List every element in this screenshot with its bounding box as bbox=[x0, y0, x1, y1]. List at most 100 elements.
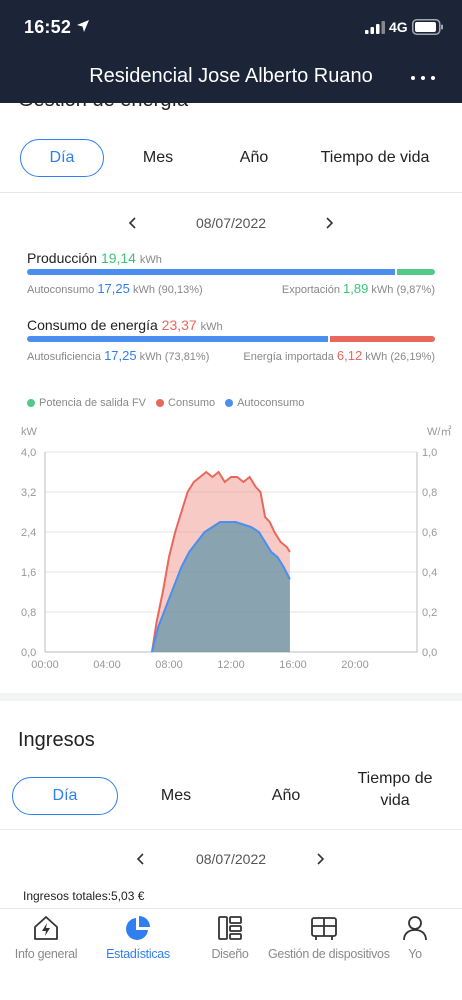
y2-tick-label: 1,0 bbox=[422, 447, 437, 459]
y-tick-label: 2,4 bbox=[21, 527, 36, 539]
bar-gap bbox=[328, 336, 331, 342]
income-tab-day[interactable]: Día bbox=[12, 777, 118, 815]
self-consumption-area bbox=[151, 522, 290, 652]
nav-device-management[interactable]: Gestión de dispositivos bbox=[268, 909, 390, 979]
y2-tick-label: 0,2 bbox=[422, 607, 437, 619]
self-consumption-label: Autoconsumo bbox=[27, 284, 95, 296]
bottom-navigation: Info general Estadísticas Diseño Gestión… bbox=[0, 908, 462, 1000]
self-consumption-line bbox=[150, 521, 291, 653]
export-stat: Exportación 1,89 kWh (9,87%) bbox=[282, 281, 435, 296]
more-options-icon[interactable] bbox=[408, 70, 438, 86]
income-date-navigator: 08/07/2022 bbox=[0, 849, 462, 873]
consumption-value: 23,37 bbox=[161, 317, 197, 333]
bar-gap bbox=[394, 269, 397, 275]
consumption-bar bbox=[27, 336, 435, 342]
consumption-self-sufficiency-segment bbox=[27, 336, 329, 342]
nav-label: Estadísticas bbox=[106, 947, 170, 961]
import-pct: (26,19%) bbox=[390, 351, 435, 363]
divider bbox=[0, 829, 462, 830]
energy-chart[interactable]: kW W/㎡ 0,0 0,0 0,8 0,2 1,6 0,4 2,4 0,6 3,2 0,8 4,0 1,… bbox=[0, 421, 462, 671]
tab-year[interactable]: Año bbox=[239, 149, 269, 166]
status-bar: 16:52 4G bbox=[0, 0, 462, 56]
nav-me[interactable]: Yo bbox=[380, 909, 450, 979]
y-tick-label: 1,6 bbox=[21, 567, 36, 579]
production-value: 19,14 bbox=[100, 250, 136, 266]
consumption-import-segment bbox=[330, 336, 435, 342]
app-header: 16:52 4G Residencial Jose Alberto Ruano bbox=[0, 0, 462, 103]
self-consumption-stat: Autoconsumo 17,25 kWh (90,13%) bbox=[27, 281, 203, 296]
income-tab-month[interactable]: Mes bbox=[160, 787, 192, 804]
status-time: 16:52 bbox=[24, 17, 72, 37]
y-axis-label: kW bbox=[21, 426, 38, 438]
divider bbox=[0, 192, 462, 193]
nav-label: Gestión de dispositivos bbox=[268, 947, 390, 961]
consumption-summary: Consumo de energía 23,37 kWh bbox=[27, 317, 223, 333]
chevron-right-icon[interactable] bbox=[322, 215, 336, 231]
x-tick-label: 16:00 bbox=[279, 659, 307, 671]
y-tick-label: 0,8 bbox=[21, 607, 36, 619]
date-navigator: 08/07/2022 bbox=[0, 213, 462, 237]
import-label: Energía importada bbox=[243, 351, 334, 363]
legend-label: Potencia de salida FV bbox=[39, 397, 147, 409]
income-selected-date[interactable]: 08/07/2022 bbox=[195, 851, 267, 867]
nav-design[interactable]: Diseño bbox=[190, 909, 270, 979]
section-divider bbox=[0, 693, 462, 701]
nav-label: Info general bbox=[14, 947, 78, 961]
selected-date[interactable]: 08/07/2022 bbox=[195, 215, 267, 231]
self-sufficiency-pct: (73,81%) bbox=[164, 351, 210, 363]
y2-axis-label: W/㎡ bbox=[427, 425, 451, 438]
income-period-tabs: Día Mes Año Tiempo de vida bbox=[0, 770, 462, 818]
consumption-label: Consumo de energía bbox=[27, 317, 158, 333]
import-value: 6,12 bbox=[336, 348, 363, 363]
legend-label: Autoconsumo bbox=[237, 397, 305, 409]
chevron-right-icon[interactable] bbox=[313, 851, 327, 867]
consumption-line bbox=[150, 470, 291, 653]
income-tab-lifetime[interactable]: Tiempo de vida bbox=[357, 770, 433, 809]
signal-icon bbox=[365, 21, 385, 34]
production-bar bbox=[27, 269, 435, 275]
self-consumption-unit: kWh bbox=[132, 284, 155, 296]
legend-item-pv-output[interactable]: Potencia de salida FV bbox=[27, 397, 146, 409]
nav-info-general[interactable]: Info general bbox=[2, 909, 90, 979]
imported-energy-stat: Energía importada 6,12 kWh (26,19%) bbox=[243, 348, 435, 363]
chevron-left-icon[interactable] bbox=[126, 215, 140, 231]
production-self-consumption-segment bbox=[27, 269, 395, 275]
nav-statistics[interactable]: Estadísticas bbox=[96, 909, 180, 979]
production-export-segment bbox=[396, 269, 435, 275]
self-sufficiency-unit: kWh bbox=[139, 351, 162, 363]
income-tab-year[interactable]: Año bbox=[271, 787, 301, 804]
legend-dot bbox=[27, 399, 35, 407]
network-type: 4G bbox=[389, 19, 408, 35]
y-tick-label: 0,0 bbox=[21, 647, 36, 659]
y2-tick-label: 0,8 bbox=[422, 487, 437, 499]
legend-item-consumption[interactable]: Consumo bbox=[156, 397, 215, 409]
home-bolt-icon bbox=[34, 916, 58, 940]
x-tick-label: 00:00 bbox=[31, 659, 59, 671]
tab-lifetime[interactable]: Tiempo de vida bbox=[320, 149, 430, 166]
production-unit: kWh bbox=[139, 254, 162, 266]
import-unit: kWh bbox=[365, 351, 388, 363]
energy-management-section: Gestión de energía Día Mes Año Tiempo de… bbox=[0, 103, 462, 693]
y2-tick-label: 0,4 bbox=[422, 567, 437, 579]
tab-day[interactable]: Día bbox=[20, 139, 104, 177]
income-total: Ingresos totales:5,03 € bbox=[23, 889, 145, 903]
x-tick-label: 20:00 bbox=[341, 659, 369, 671]
export-label: Exportación bbox=[281, 284, 340, 296]
battery-icon bbox=[412, 19, 443, 35]
chevron-left-icon[interactable] bbox=[134, 851, 148, 867]
nav-label: Yo bbox=[408, 947, 422, 961]
self-sufficiency-value: 17,25 bbox=[104, 348, 137, 363]
production-summary: Producción 19,14 kWh bbox=[27, 250, 162, 266]
self-consumption-pct: (90,13%) bbox=[158, 284, 203, 296]
chart-legend: Potencia de salida FV Consumo Autoconsum… bbox=[27, 397, 304, 409]
y-tick-label: 4,0 bbox=[21, 447, 36, 459]
self-sufficiency-stat: Autosuficiencia 17,25 kWh (73,81%) bbox=[27, 348, 209, 363]
income-section: Ingresos Día Mes Año Tiempo de vida 08/0… bbox=[0, 701, 462, 908]
y2-tick-label: 0,0 bbox=[422, 647, 437, 659]
export-pct: (9,87%) bbox=[396, 284, 435, 296]
x-tick-label: 08:00 bbox=[155, 659, 183, 671]
tab-month[interactable]: Mes bbox=[142, 149, 174, 166]
device-icon bbox=[311, 917, 337, 940]
page-title: Residencial Jose Alberto Ruano bbox=[89, 65, 373, 87]
legend-item-self-consumption[interactable]: Autoconsumo bbox=[225, 397, 304, 409]
